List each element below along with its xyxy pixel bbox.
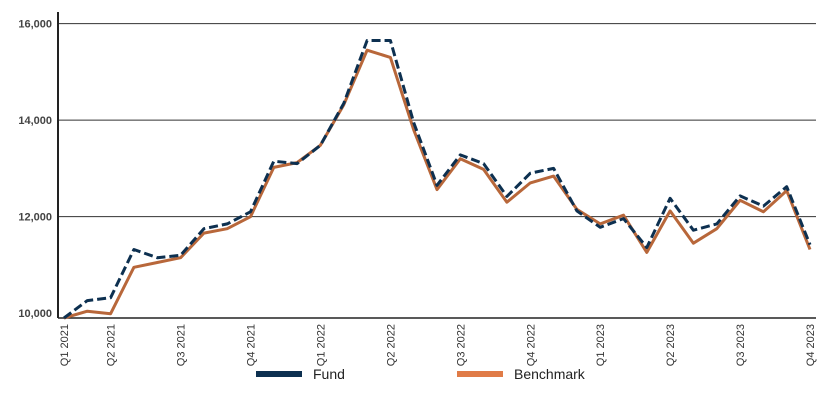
y-tick-label: 12,000 — [18, 212, 52, 224]
legend-label-fund: Fund — [313, 366, 345, 382]
x-tick-label: Q2 2023 — [665, 324, 677, 366]
legend-swatch-benchmark — [457, 371, 503, 377]
y-tick-label: 16,000 — [18, 19, 52, 31]
y-tick-labels: 10,000 12,000 14,000 16,000 — [18, 19, 52, 321]
x-tick-label: Q1 2021 — [59, 324, 71, 366]
x-tick-label: Q3 2023 — [735, 324, 747, 366]
legend-label-benchmark: Benchmark — [514, 366, 586, 382]
x-tick-label: Q4 2022 — [525, 324, 537, 366]
x-tick-label: Q3 2022 — [455, 324, 467, 366]
series-lines — [63, 39, 812, 320]
x-tick-label: Q2 2021 — [106, 324, 118, 366]
axes — [57, 12, 816, 319]
series-line-fund — [63, 39, 812, 320]
x-tick-label: Q1 2022 — [315, 324, 327, 366]
y-tick-label: 14,000 — [18, 115, 52, 127]
x-tick-label: Q3 2021 — [176, 324, 188, 366]
x-tick-labels: Q1 2021 Q2 2021 Q3 2021 Q4 2021 Q1 2022 Q2 20… — [59, 324, 817, 366]
x-tick-label: Q4 2023 — [805, 324, 817, 366]
legend-swatch-fund — [256, 371, 302, 377]
y-tick-label: 10,000 — [18, 308, 52, 320]
x-tick-label: Q1 2023 — [595, 324, 607, 366]
x-tick-label: Q2 2022 — [385, 324, 397, 366]
legend: Fund Benchmark — [256, 366, 586, 382]
series-line-benchmark — [63, 48, 812, 320]
gridlines — [58, 23, 816, 218]
x-tick-label: Q4 2021 — [246, 324, 258, 366]
